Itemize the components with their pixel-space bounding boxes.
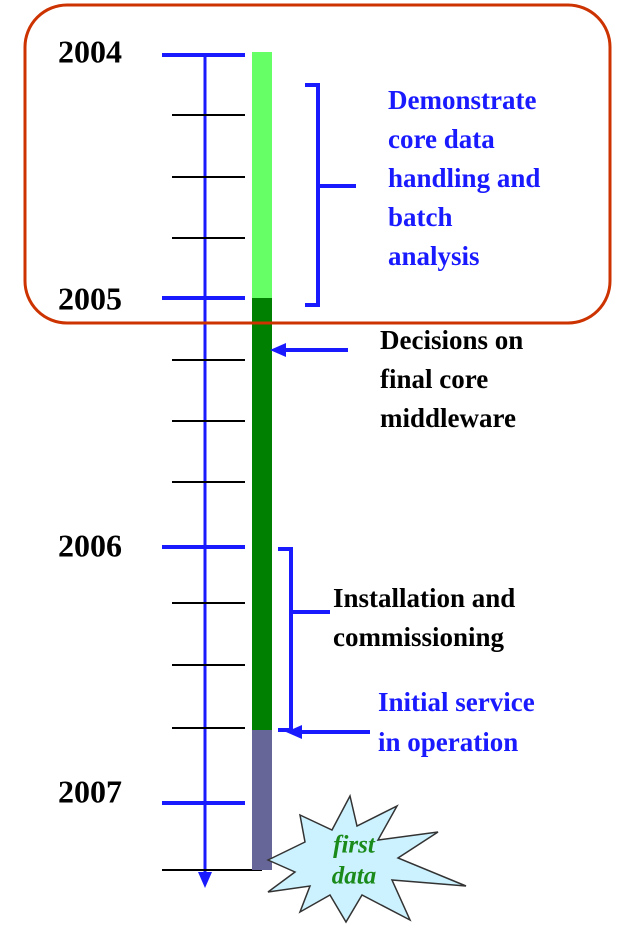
burst-text: data [332, 863, 376, 890]
annotation-line: middleware [380, 403, 516, 433]
annotation-line: Demonstrate [388, 85, 536, 115]
bracket [305, 83, 356, 307]
phase-bar-3 [252, 730, 272, 870]
annotation-line: Installation and [333, 583, 515, 613]
starburst [266, 793, 467, 924]
burst-text: first [333, 832, 376, 859]
year-label: 2005 [58, 280, 122, 316]
annotation-line: core data [388, 124, 495, 154]
annotation-line: handling and [388, 163, 540, 193]
year-label: 2006 [58, 527, 122, 563]
bracket [278, 547, 330, 732]
major-ticks [162, 53, 245, 805]
minor-ticks [162, 114, 262, 871]
phase-bar-2 [252, 298, 272, 730]
annotation-line: final core [380, 364, 488, 394]
annotation-line: commissioning [333, 622, 505, 652]
year-label: 2004 [58, 33, 122, 69]
annotation-line: in operation [378, 727, 518, 757]
annotation-line: Decisions on [380, 325, 523, 355]
phase-bar-1 [252, 52, 272, 298]
year-label: 2007 [58, 773, 122, 809]
annotation-line: analysis [388, 241, 480, 271]
annotation-line: batch [388, 202, 453, 232]
annotation-line: Initial service [378, 687, 535, 717]
highlight-box [23, 3, 612, 325]
